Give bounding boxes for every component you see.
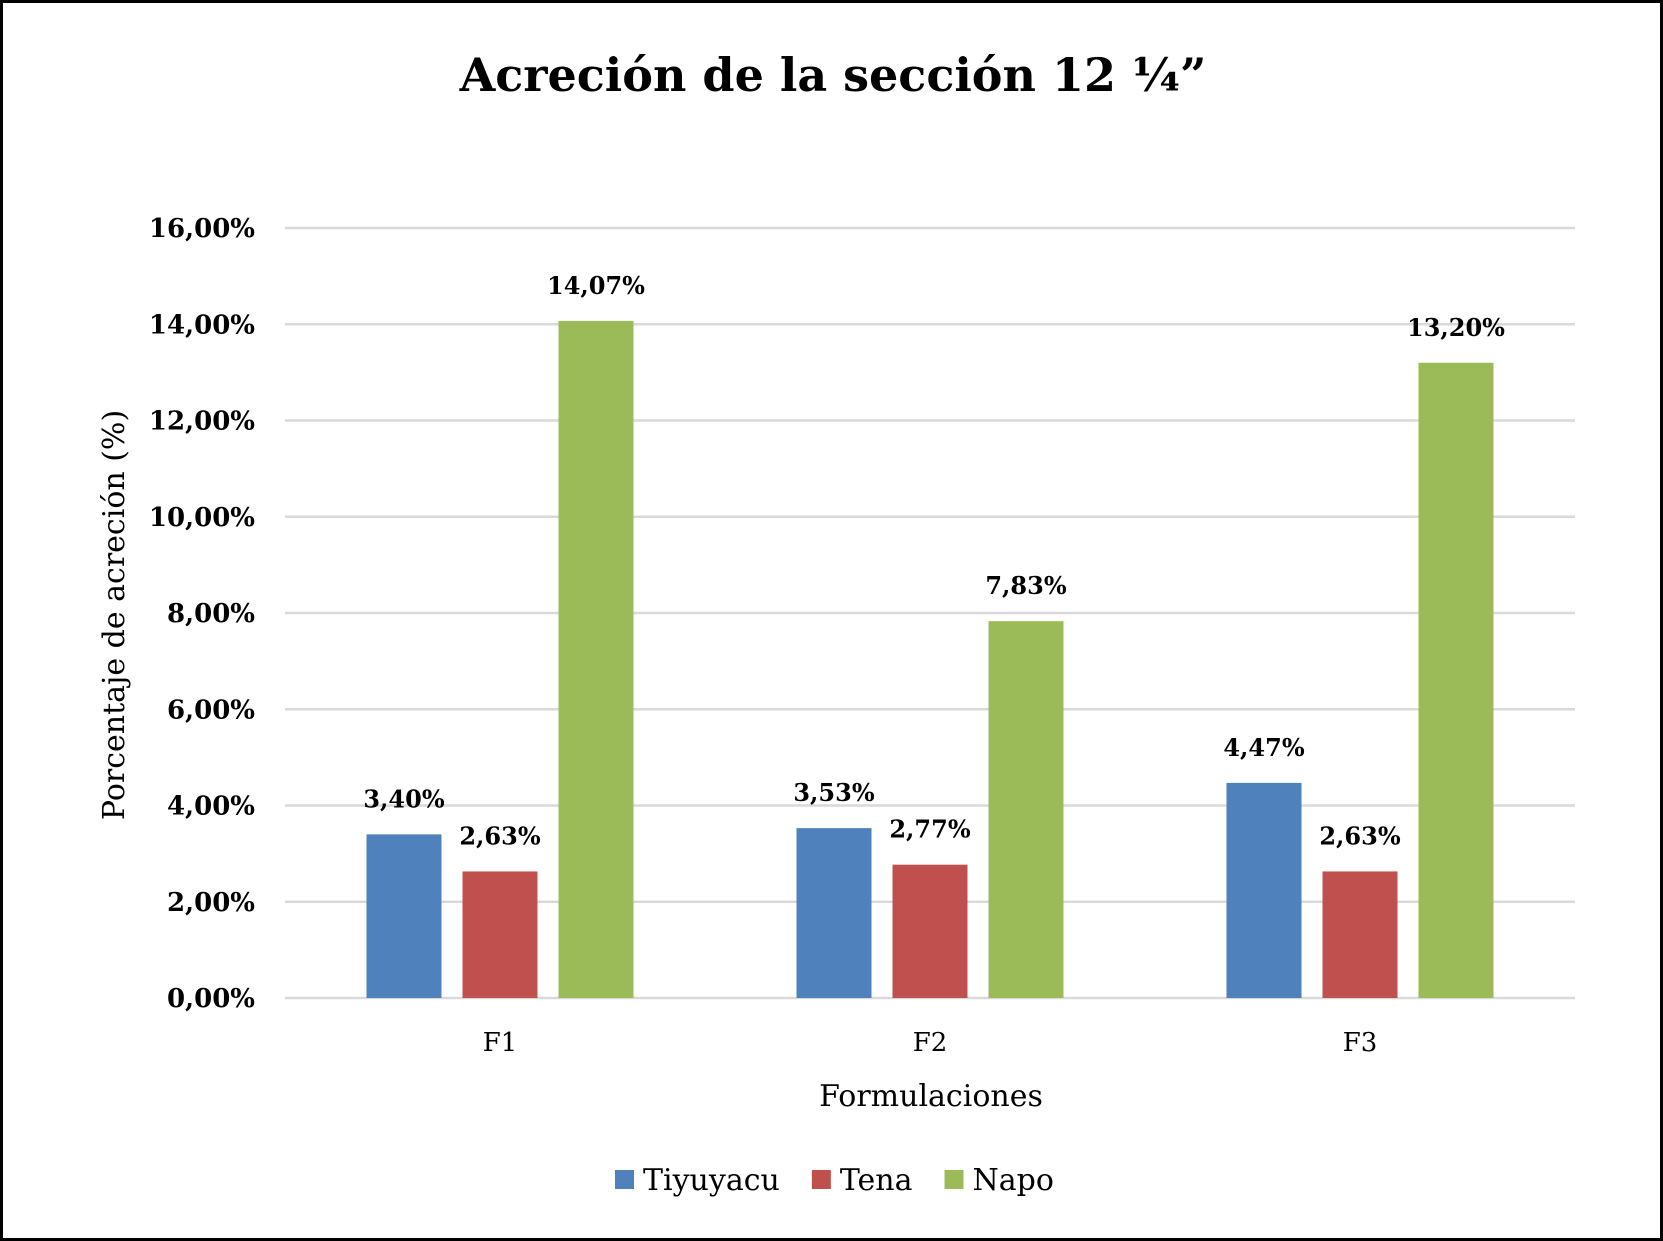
data-label: 3,40% [363,784,444,813]
bar-chart: Acreción de la sección 12 ¼” 0,00% 2,00% 4… [97,48,1575,1198]
data-label: 7,83% [985,571,1066,600]
y-tick-label: 2,00% [167,888,255,918]
x-tick-label: F3 [1343,1028,1378,1058]
legend-label: Napo [973,1163,1054,1198]
bar-tena-f3 [1322,871,1398,998]
y-tick-label: 4,00% [167,792,255,822]
bar-napo-f2 [988,621,1064,998]
bar-tena-f2 [892,864,968,998]
bar-tiyuyacu-f3 [1226,782,1302,998]
x-axis-title: Formulaciones [819,1079,1043,1114]
data-label: 2,77% [889,815,970,844]
data-label: 14,07% [547,271,645,300]
legend-label: Tena [840,1163,913,1198]
data-label: 3,53% [793,778,874,807]
data-label: 2,63% [1319,821,1400,850]
y-tick-label: 0,00% [167,984,255,1014]
y-tick-label: 14,00% [149,310,255,340]
data-label: 13,20% [1407,313,1505,342]
y-tick-label: 10,00% [149,503,255,533]
y-tick-label: 6,00% [167,695,255,725]
y-tick-label: 12,00% [149,407,255,437]
bar-tena-f1 [462,871,538,998]
bar-tiyuyacu-f1 [366,834,442,998]
y-tick-label: 8,00% [167,599,255,629]
chart-title: Acreción de la sección 12 ¼” [459,48,1207,102]
legend-swatch [811,1170,831,1189]
data-label: 4,47% [1223,733,1304,762]
bar-napo-f1 [558,320,634,999]
data-label: 2,63% [459,821,540,850]
y-axis-title: Porcentaje de acreción (%) [97,410,132,820]
x-tick-label: F2 [913,1028,948,1058]
legend-label: Tiyuyacu [643,1163,780,1198]
legend: Tiyuyacu Tena Napo [615,1163,1054,1198]
legend-swatch [615,1170,634,1189]
legend-swatch [944,1170,964,1189]
bar-tiyuyacu-f2 [796,828,872,998]
x-tick-label: F1 [483,1028,518,1058]
y-tick-label: 16,00% [149,214,255,244]
bar-napo-f3 [1418,362,1494,998]
